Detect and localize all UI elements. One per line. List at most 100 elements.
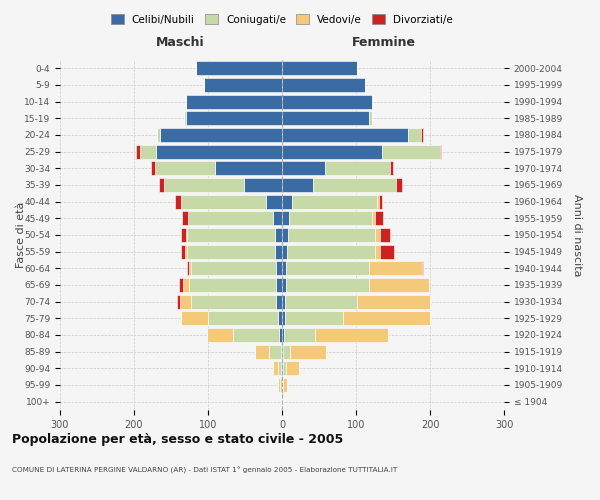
Bar <box>285 294 358 308</box>
Bar <box>233 328 279 342</box>
Bar <box>282 112 370 126</box>
Bar <box>183 278 189 292</box>
Text: Maschi: Maschi <box>155 36 204 50</box>
Bar <box>408 128 421 142</box>
Bar <box>375 228 380 242</box>
Bar <box>379 194 382 209</box>
Bar <box>177 294 180 308</box>
Bar <box>374 244 380 259</box>
Bar <box>282 144 382 159</box>
Bar <box>282 311 285 326</box>
Bar <box>254 344 269 358</box>
Bar <box>368 261 422 276</box>
Bar <box>282 178 313 192</box>
Bar <box>282 244 287 259</box>
Bar <box>181 194 266 209</box>
Bar <box>185 244 187 259</box>
Bar <box>278 361 281 376</box>
Bar <box>325 161 390 176</box>
Y-axis label: Fasce di età: Fasce di età <box>16 202 26 268</box>
Bar <box>285 311 343 326</box>
Bar <box>282 128 408 142</box>
Bar <box>189 278 276 292</box>
Bar <box>196 61 282 76</box>
Bar <box>186 112 282 126</box>
Text: Femmine: Femmine <box>352 36 416 50</box>
Legend: Celibi/Nubili, Coniugati/e, Vedovi/e, Divorziati/e: Celibi/Nubili, Coniugati/e, Vedovi/e, Di… <box>107 10 457 29</box>
Bar <box>151 161 155 176</box>
Bar <box>368 278 429 292</box>
Bar <box>290 344 326 358</box>
Bar <box>276 294 282 308</box>
Bar <box>440 144 441 159</box>
Bar <box>292 194 377 209</box>
Bar <box>279 328 282 342</box>
Bar <box>372 94 373 109</box>
Bar <box>164 178 244 192</box>
Bar <box>275 244 282 259</box>
Bar <box>282 61 358 76</box>
Bar <box>282 294 285 308</box>
Bar <box>191 294 276 308</box>
Bar <box>281 361 282 376</box>
Bar <box>343 311 430 326</box>
Bar <box>283 344 290 358</box>
Bar <box>287 244 374 259</box>
Bar <box>281 344 282 358</box>
Bar <box>136 144 140 159</box>
Bar <box>276 261 282 276</box>
Bar <box>208 311 278 326</box>
Bar <box>422 261 424 276</box>
Bar <box>281 394 282 408</box>
Bar <box>275 228 282 242</box>
Bar <box>282 211 289 226</box>
Y-axis label: Anni di nascita: Anni di nascita <box>572 194 583 276</box>
Bar <box>179 278 183 292</box>
Bar <box>273 211 282 226</box>
Bar <box>187 244 275 259</box>
Bar <box>282 344 283 358</box>
Bar <box>157 128 160 142</box>
Bar <box>284 328 316 342</box>
Bar <box>160 128 282 142</box>
Bar <box>289 211 372 226</box>
Bar <box>313 178 396 192</box>
Bar <box>421 128 422 142</box>
Bar <box>282 361 283 376</box>
Bar <box>203 78 282 92</box>
Bar <box>191 261 276 276</box>
Bar <box>316 328 388 342</box>
Bar <box>282 328 284 342</box>
Text: Popolazione per età, sesso e stato civile - 2005: Popolazione per età, sesso e stato civil… <box>12 432 343 446</box>
Bar <box>187 261 189 276</box>
Bar <box>380 228 390 242</box>
Bar <box>358 294 430 308</box>
Bar <box>215 161 282 176</box>
Bar <box>206 328 233 342</box>
Bar <box>280 378 282 392</box>
Bar <box>269 344 281 358</box>
Bar <box>181 244 185 259</box>
Bar <box>156 144 282 159</box>
Bar <box>186 228 187 242</box>
Bar <box>282 278 286 292</box>
Bar <box>390 161 393 176</box>
Bar <box>286 278 368 292</box>
Bar <box>282 378 283 392</box>
Bar <box>266 194 282 209</box>
Bar <box>375 211 383 226</box>
Bar <box>273 361 278 376</box>
Bar <box>140 144 156 159</box>
Bar <box>283 378 287 392</box>
Bar <box>282 261 286 276</box>
Bar <box>175 194 181 209</box>
Bar <box>282 94 372 109</box>
Bar <box>278 311 282 326</box>
Bar <box>282 78 365 92</box>
Bar <box>282 228 288 242</box>
Bar <box>181 311 208 326</box>
Bar <box>155 161 215 176</box>
Bar <box>377 194 379 209</box>
Bar <box>188 211 273 226</box>
Bar <box>184 112 186 126</box>
